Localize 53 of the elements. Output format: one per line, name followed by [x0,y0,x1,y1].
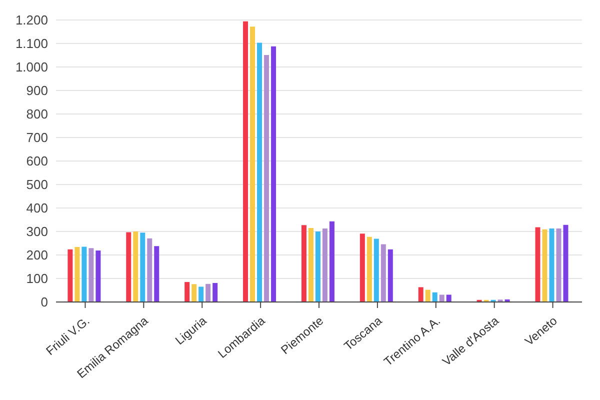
bar [315,232,320,302]
y-tick-label: 0 [40,294,48,310]
bar [88,248,94,302]
bar [212,282,218,302]
bar [446,294,452,302]
y-tick-label: 1.100 [15,36,48,52]
y-tick-label: 400 [26,200,48,216]
bar [126,232,132,302]
bar [264,55,270,302]
bar [425,290,430,302]
bar [322,228,328,302]
bar [439,294,444,302]
bar [432,292,438,302]
bar [68,249,73,302]
bar [271,46,276,302]
bar [549,228,554,302]
bar [542,229,548,302]
bar [257,42,262,302]
y-tick-label: 900 [26,83,48,98]
y-tick-label: 200 [26,248,48,263]
bar [563,224,568,302]
y-tick-label: 800 [26,106,48,122]
bar [380,244,386,302]
bar [301,225,306,302]
bar [82,246,87,302]
y-tick-label: 700 [26,130,48,146]
y-tick-label: 100 [26,271,48,286]
bar [308,228,314,302]
bar [360,234,365,302]
bar [243,21,248,302]
y-tick-label: 1.000 [15,60,48,75]
y-tick-label: 300 [26,224,48,240]
bar [535,227,540,302]
bar [140,232,146,302]
bar [147,238,152,302]
bar [366,236,372,302]
bar [198,286,204,302]
bar [388,249,393,302]
bar [133,232,138,302]
bar [329,221,334,302]
bar [74,247,80,302]
bar [374,238,379,302]
bar [250,26,256,302]
bar [418,287,424,302]
bar [154,246,160,302]
y-tick-label: 600 [26,154,48,169]
y-tick-label: 500 [26,177,48,192]
bar [206,284,211,302]
bar [192,284,197,302]
bar [184,282,190,302]
bar [556,228,562,302]
y-tick-label: 1.200 [15,12,48,28]
bar [96,250,101,302]
